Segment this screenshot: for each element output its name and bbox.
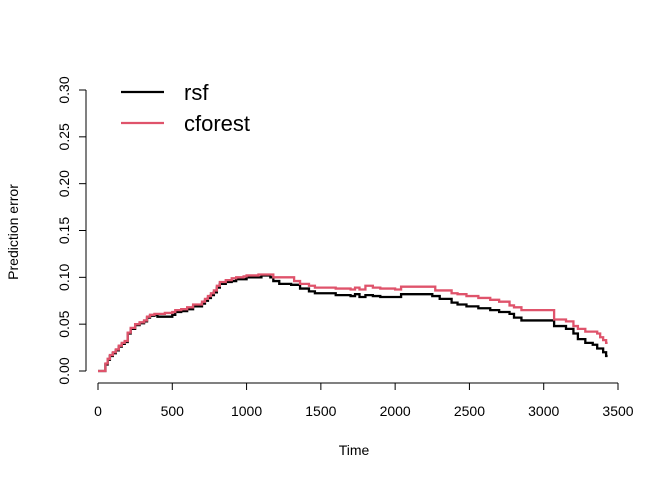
- legend-label-rsf: rsf: [184, 80, 209, 105]
- x-tick-label: 1500: [305, 403, 336, 419]
- y-tick-label: 0.00: [56, 357, 72, 384]
- legend-label-cforest: cforest: [184, 111, 250, 136]
- y-tick-label: 0.20: [56, 170, 72, 197]
- x-tick-label: 2500: [454, 403, 485, 419]
- x-axis-title: Time: [339, 442, 370, 458]
- y-tick-label: 0.05: [56, 310, 72, 337]
- legend: rsf cforest: [121, 80, 250, 136]
- series-layer: [98, 273, 608, 373]
- x-tick-label: 2000: [380, 403, 411, 419]
- y-axis: 0.00 0.05 0.10 0.15 0.20 0.25 0.30: [56, 76, 87, 385]
- x-tick-label: 3000: [528, 403, 559, 419]
- y-tick-label: 0.15: [56, 217, 72, 244]
- y-tick-label: 0.30: [56, 76, 72, 103]
- x-axis-ticks: 0 500 1000 1500 2000 2500 3000 3500: [94, 383, 634, 419]
- x-tick-label: 0: [94, 403, 102, 419]
- y-axis-title: Prediction error: [5, 184, 21, 280]
- x-tick-label: 1000: [231, 403, 262, 419]
- x-axis: 0 500 1000 1500 2000 2500 3000 3500: [94, 382, 634, 419]
- x-tick-label: 500: [161, 403, 185, 419]
- y-axis-ticks: 0.00 0.05 0.10 0.15 0.20 0.25 0.30: [56, 76, 86, 385]
- y-tick-label: 0.25: [56, 123, 72, 150]
- series-line-cforest: [98, 273, 608, 373]
- y-tick-label: 0.10: [56, 263, 72, 290]
- x-tick-label: 3500: [602, 403, 633, 419]
